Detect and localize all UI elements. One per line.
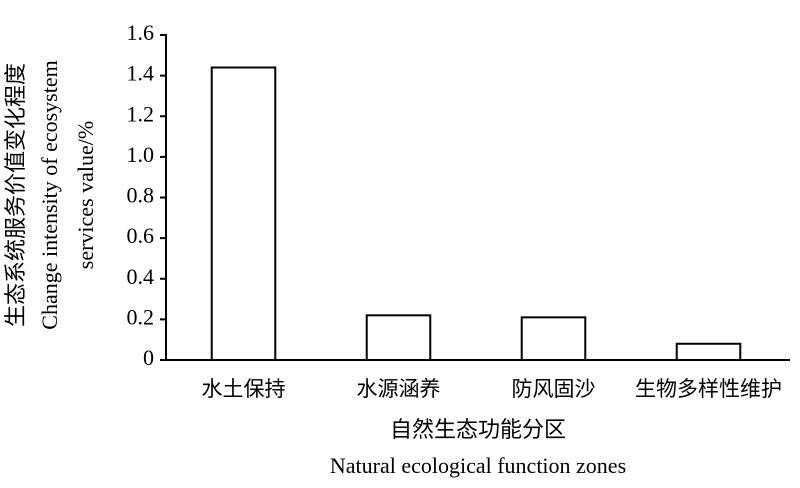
y-tick-label: 1.4 [127,61,155,86]
x-title-line: Natural ecological function zones [330,453,626,478]
y-title-line: 生态系统服务价值变化程度 [3,63,28,327]
y-tick-label: 0.6 [127,223,155,248]
x-tick-label: 防风固沙 [512,377,596,401]
y-axis-title: 生态系统服务价值变化程度 Change intensity of ecosyst… [3,60,98,329]
bar [675,342,742,361]
y-tick-label: 1.6 [127,20,155,45]
bar [520,316,587,361]
y-tick-label: 1.2 [127,101,155,126]
x-title-line: 自然生态功能分区 [390,417,566,442]
y-title-line: services value/% [73,121,98,269]
x-tick-label: 水土保持 [202,377,286,401]
y-tick-label: 0 [143,345,154,370]
y-tick-label: 0.4 [127,264,155,289]
y-title-line: Change intensity of ecosystem [37,60,62,329]
y-tick-label: 0.2 [127,304,155,329]
y-tick-label: 1.0 [127,142,155,167]
bar [365,314,432,361]
x-tick-label: 生物多样性维护 [635,377,782,401]
x-tick-label: 水源涵养 [357,377,441,401]
bar [210,66,277,361]
y-tick-label: 0.8 [127,183,155,208]
